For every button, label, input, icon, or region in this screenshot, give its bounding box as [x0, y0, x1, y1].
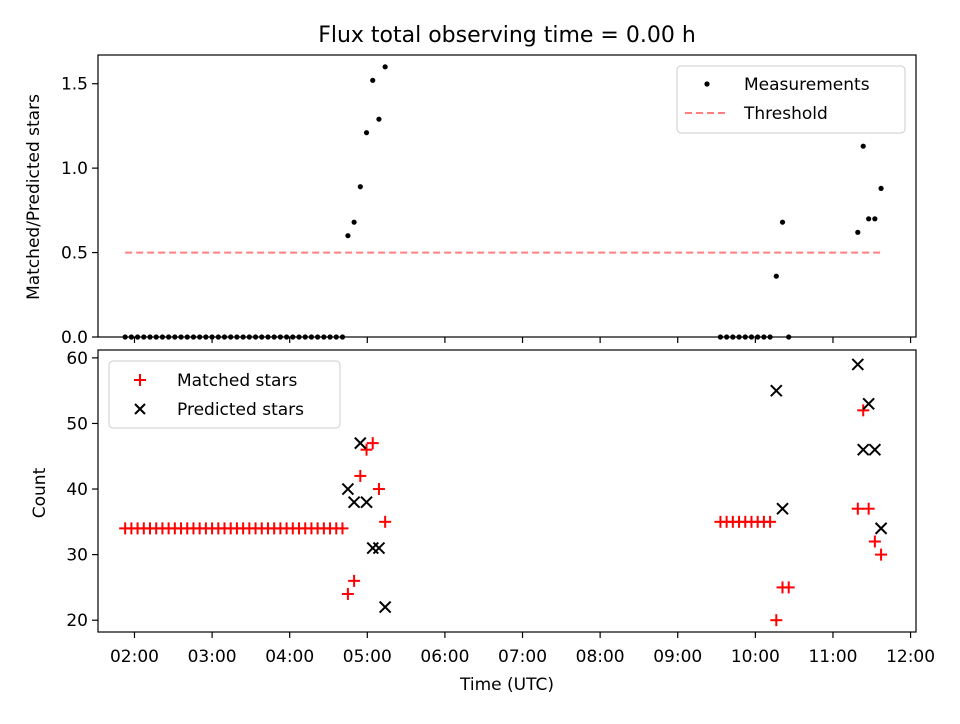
- bottom-x-tick-label: 12:00: [886, 647, 935, 667]
- bottom-x-tick-label: 08:00: [576, 647, 625, 667]
- measurement-point: [351, 219, 357, 225]
- legend-predicted-label: Predicted stars: [177, 400, 304, 420]
- bottom-y-tick-label: 50: [66, 414, 88, 434]
- top-plot-area: 0.0 0.5 1.0 1.5: [61, 64, 912, 348]
- measurement-point: [357, 184, 363, 190]
- top-y-axis-label: Matched/Predicted stars: [24, 94, 44, 300]
- measurement-point: [866, 216, 872, 222]
- bottom-x-tick-label: 06:00: [420, 647, 469, 667]
- matched-star-point: [336, 522, 349, 535]
- predicted-star-point: [770, 384, 783, 397]
- predicted-star-point: [862, 397, 875, 410]
- bottom-x-tick-label: 05:00: [343, 647, 392, 667]
- matched-star-point: [348, 574, 361, 587]
- predicted-star-point: [347, 495, 361, 509]
- matched-star-point: [862, 502, 875, 515]
- bottom-x-tick-label: 07:00: [498, 647, 547, 667]
- top-y-tick-label: 1.5: [61, 75, 88, 95]
- predicted-star-point: [868, 443, 882, 456]
- matched-star-point: [379, 515, 392, 528]
- bottom-plot-area: 20 30 40 50 60 02:00 03:00 04:00 05:00 06:00 07:00…: [66, 349, 935, 667]
- measurement-point: [376, 116, 382, 122]
- top-chart-title: Flux total observing time = 0.00 h: [318, 23, 696, 48]
- legend-threshold-label: Threshold: [743, 104, 828, 124]
- matched-star-point: [360, 443, 373, 456]
- measurement-point: [382, 64, 388, 70]
- measurement-point: [779, 219, 786, 225]
- predicted-star-point: [378, 600, 392, 614]
- matched-star-point: [354, 469, 367, 482]
- legend-predicted-marker: [134, 403, 146, 415]
- bottom-x-tick-label: 11:00: [808, 647, 857, 667]
- legend-matched-label: Matched stars: [177, 371, 297, 391]
- bottom-x-tick-label: 10:00: [731, 647, 780, 667]
- bottom-y-tick-label: 40: [66, 480, 88, 500]
- bottom-y-tick-label: 30: [66, 546, 88, 566]
- matched-star-point: [770, 614, 783, 627]
- matched-star-point: [851, 502, 864, 515]
- matched-star-point: [875, 548, 888, 561]
- bottom-x-tick-label: 04:00: [265, 647, 314, 667]
- predicted-star-point: [360, 495, 373, 509]
- bottom-y-axis-label: Count: [30, 467, 50, 518]
- predicted-star-point: [851, 358, 865, 371]
- predicted-star-point: [857, 443, 870, 456]
- bottom-axes-frame: [97, 349, 917, 633]
- bottom-legend-box: [108, 360, 341, 429]
- top-axes-frame: [97, 54, 917, 338]
- matched-star-point: [868, 535, 881, 548]
- matched-star-point: [366, 437, 379, 450]
- measurement-point: [370, 77, 376, 83]
- predicted-star-point: [874, 522, 888, 535]
- measurement-point: [872, 216, 878, 222]
- bottom-x-tick-label: 09:00: [653, 647, 702, 667]
- top-y-tick-label: 0.5: [61, 244, 88, 264]
- predicted-star-point: [776, 502, 789, 515]
- bottom-y-tick-label: 60: [66, 349, 88, 369]
- top-y-tick-label: 1.0: [61, 159, 88, 179]
- measurement-point: [860, 143, 866, 149]
- bottom-x-tick-label: 03:00: [188, 647, 237, 667]
- bottom-x-axis-label: Time (UTC): [459, 675, 554, 695]
- predicted-star-point: [341, 482, 355, 496]
- bottom-legend: Matched stars Predicted stars: [108, 360, 341, 429]
- measurement-point: [345, 233, 351, 239]
- legend-measurements-marker: [704, 81, 710, 87]
- top-y-tick-label: 0.0: [61, 328, 88, 348]
- matched-star-point: [857, 404, 870, 417]
- measurement-point: [855, 229, 861, 235]
- bottom-y-tick-label: 20: [66, 611, 88, 631]
- matched-star-point: [341, 587, 354, 600]
- predicted-star-point: [354, 436, 367, 450]
- top-legend: Measurements Threshold: [676, 65, 906, 134]
- measurement-point: [773, 273, 779, 279]
- matched-star-point: [782, 581, 795, 594]
- bottom-x-tick-label: 02:00: [110, 647, 159, 667]
- legend-matched-marker: [134, 374, 146, 386]
- predicted-star-point: [372, 541, 386, 555]
- legend-measurements-label: Measurements: [744, 75, 870, 95]
- measurement-point: [363, 130, 370, 136]
- top-legend-box: [676, 65, 906, 134]
- measurement-point: [878, 185, 884, 192]
- matched-star-point: [372, 483, 385, 496]
- matched-star-point: [764, 515, 777, 528]
